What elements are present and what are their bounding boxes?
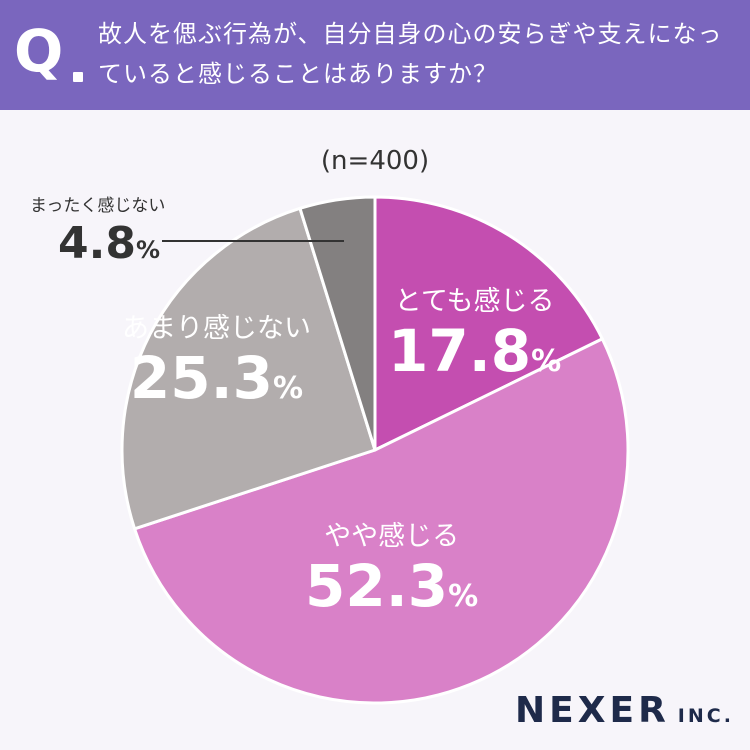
label-somewhat-category: やや感じる <box>324 521 460 552</box>
leader-line <box>162 240 344 242</box>
q-mark: Q <box>14 17 64 85</box>
label-not-much: あまり感じない 25.3% <box>122 312 311 421</box>
label-very-value: 17.8% <box>388 317 562 385</box>
label-somewhat-value: 52.3% <box>305 552 479 620</box>
slice-not-much <box>120 206 377 531</box>
q-dot <box>73 72 83 82</box>
slice-very <box>373 195 604 452</box>
logo-name: NEXER <box>515 690 670 731</box>
label-very-category: とても感じる <box>394 286 555 317</box>
nexer-logo: NEXER INC. <box>515 690 734 731</box>
question-text: 故人を偲ぶ行為が、自分自身の心の安らぎや支えになっていると感じることはありますか… <box>98 20 723 88</box>
label-not-much-category: あまり感じない <box>122 313 311 344</box>
slice-not-at-all <box>298 195 377 452</box>
slice-somewhat <box>133 337 630 705</box>
label-somewhat: やや感じる 52.3% <box>305 520 478 629</box>
label-very: とても感じる 17.8% <box>388 285 561 394</box>
logo-suffix: INC. <box>677 705 734 727</box>
sample-size: (n=400) <box>320 146 430 176</box>
label-not-much-value: 25.3% <box>129 344 304 412</box>
label-not-at-all-category: まったく感じない <box>30 196 166 216</box>
question-header: Q 故人を偲ぶ行為が、自分自身の心の安らぎや支えになっていると感じることはありま… <box>0 0 750 110</box>
label-not-at-all-value: 4.8% <box>58 218 160 269</box>
